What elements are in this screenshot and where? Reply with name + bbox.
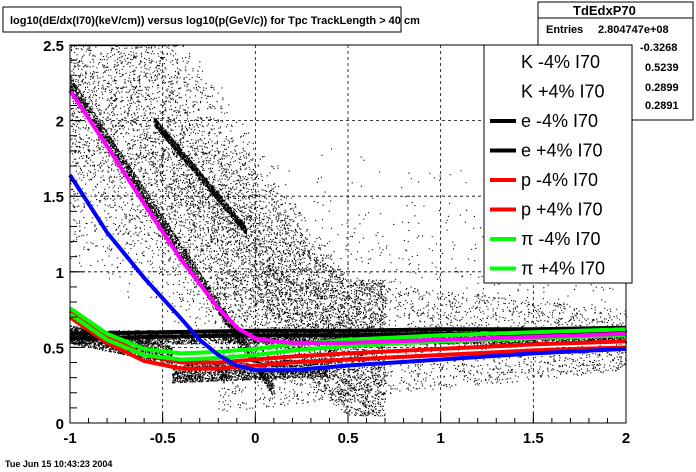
series-line (68, 89, 627, 345)
legend: K -4% I70 K +4% I70 e -4% I70 e +4% I70 p -4… (483, 44, 633, 284)
stats-value-3: 0.2899 (645, 82, 679, 94)
chart-title: log10(dE/dx(I70)(keV/cm)) versus log10(p… (10, 15, 420, 27)
legend-label: e -4% I70 (521, 111, 598, 131)
series-line (68, 315, 627, 371)
legend-label: p +4% I70 (521, 200, 603, 220)
legend-label: K +4% I70 (521, 82, 605, 102)
stats-value-1: -0.3268 (640, 42, 677, 54)
legend-label: π +4% I70 (521, 259, 605, 279)
legend-label: p -4% I70 (521, 170, 598, 190)
stats-value-2: 0.5239 (645, 62, 679, 74)
stats-title: TdEdxP70 (573, 3, 636, 18)
legend-label: π -4% I70 (521, 229, 600, 249)
y-tick-label: 1 (56, 265, 64, 282)
x-tick-label: 0 (251, 430, 259, 447)
legend-label: e +4% I70 (521, 141, 603, 161)
series-line (68, 306, 627, 356)
stats-value-4: 0.2891 (645, 100, 679, 112)
x-tick-label: 0.5 (338, 430, 359, 447)
series-curves (68, 89, 627, 373)
y-tick-label: 2 (56, 114, 64, 131)
stats-entries-label: Entries (546, 24, 583, 36)
x-tick-label: 2 (622, 430, 630, 447)
title-box (2, 6, 402, 33)
y-tick-label: 1.5 (43, 189, 64, 206)
series-line (69, 325, 627, 336)
y-tick-label: 2.5 (43, 38, 64, 55)
x-tick-label: -0.5 (150, 430, 176, 447)
y-tick-label: 0 (56, 416, 64, 433)
stats-entries-value: 2.804747e+08 (598, 24, 669, 36)
legend-label: K -4% I70 (521, 52, 600, 72)
y-axis: 0 0.5 1 1.5 2 2.5 (43, 38, 84, 433)
legend-box (483, 44, 633, 284)
x-tick-label: 1.5 (523, 430, 544, 447)
timestamp: Tue Jun 15 10:43:23 2004 (5, 459, 112, 469)
y-tick-label: 0.5 (43, 340, 64, 357)
x-axis: -1 -0.5 0 0.5 1 1.5 2 (63, 413, 630, 447)
x-tick-label: -1 (63, 430, 76, 447)
x-tick-label: 1 (436, 430, 444, 447)
series-line (68, 173, 627, 373)
